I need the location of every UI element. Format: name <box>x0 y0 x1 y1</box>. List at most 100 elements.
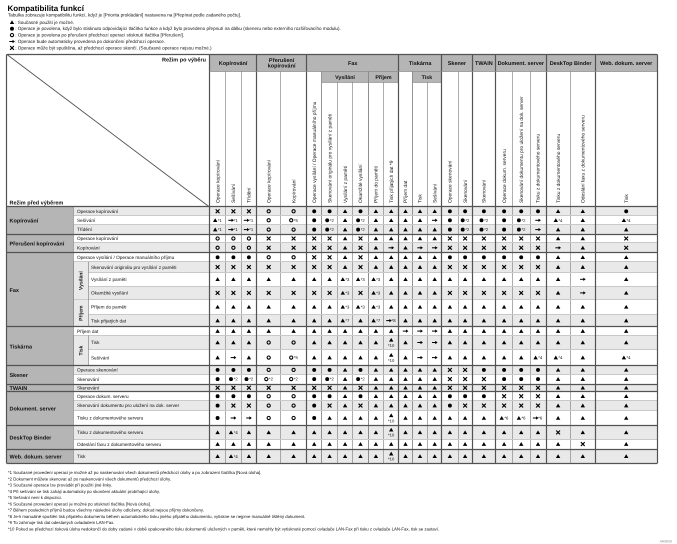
svg-text:Režim po výběru: Režim po výběru <box>162 56 206 63</box>
svg-text:Operace dokum. serveru: Operace dokum. serveru <box>502 149 508 203</box>
svg-text:*2: *2 <box>330 218 335 223</box>
svg-text:: Operace může být spuštěna, a: : Operace může být spuštěna, až předchoz… <box>15 45 212 50</box>
svg-text:Operace kopírování: Operace kopírování <box>266 159 272 203</box>
svg-text:*4: *4 <box>558 218 563 223</box>
svg-text:Kopírování: Kopírování <box>291 179 297 203</box>
svg-text:Web. dokum. server: Web. dokum. server <box>10 454 63 460</box>
svg-text:Skenování originálu pro vysílá: Skenování originálu pro vysílání z pamět… <box>91 265 176 270</box>
svg-text:*4: *4 <box>627 218 632 223</box>
svg-text:Kopírování: Kopírování <box>219 60 248 67</box>
svg-text:Skenování: Skenování <box>77 386 100 391</box>
svg-text:*2: *2 <box>361 227 366 232</box>
svg-text:Skener: Skener <box>10 373 29 379</box>
svg-text:Fax: Fax <box>348 61 358 67</box>
svg-text:*2: *2 <box>330 377 335 382</box>
svg-text:*10: *10 <box>388 358 395 363</box>
svg-text:Tisk: Tisk <box>91 340 100 345</box>
svg-text:: Současné použití je možné.: : Současné použití je možné. <box>15 20 74 25</box>
svg-text:Odeslání faxu z dokumentového: Odeslání faxu z dokumentového serveru <box>581 115 587 203</box>
svg-text:Skenování: Skenování <box>482 179 488 203</box>
svg-text:*2 Dokument můžete skenovat až: *2 Dokument můžete skenovat až po nasken… <box>8 476 171 481</box>
svg-text:*4: *4 <box>538 355 543 360</box>
svg-text:Tiskárna: Tiskárna <box>409 60 432 67</box>
svg-text:Operace skenování: Operace skenování <box>77 368 118 373</box>
svg-text:Tisk: Tisk <box>78 345 84 355</box>
svg-text:: Operace je povolena, když by: : Operace je povolena, když bylo stisknu… <box>15 26 341 31</box>
svg-text:*3: *3 <box>376 277 381 282</box>
svg-text:*6 Současné provedení operací: *6 Současné provedení operací je možné p… <box>8 501 151 506</box>
svg-text:*6: *6 <box>522 416 527 421</box>
svg-text:Skenování dokumentu pro uložen: Skenování dokumentu pro uložení na dok. … <box>519 96 525 203</box>
svg-text:*6: *6 <box>504 416 509 421</box>
svg-text:Operace kopírování: Operace kopírování <box>215 159 221 203</box>
svg-text:Web. dokum. server: Web. dokum. server <box>600 61 653 67</box>
svg-text:*3 Současné operace lze provád: *3 Současné operace lze provádět při pou… <box>8 483 112 488</box>
svg-text:*1: *1 <box>234 218 239 223</box>
svg-text:Příjem dat: Příjem dat <box>77 329 99 334</box>
svg-text:Přerušení kopírování: Přerušení kopírování <box>10 241 65 248</box>
svg-text:*4: *4 <box>234 430 239 435</box>
svg-text:*2: *2 <box>249 377 254 382</box>
svg-text:*4: *4 <box>558 355 563 360</box>
svg-text:*3: *3 <box>345 277 350 282</box>
svg-text:Sešívání: Sešívání <box>231 183 237 203</box>
svg-text:Třídění: Třídění <box>77 227 93 232</box>
svg-text:Skener: Skener <box>448 61 467 67</box>
svg-text:Příjem: Příjem <box>78 305 84 321</box>
svg-text:*9 To zahrnuje tisk dat odesla: *9 To zahrnuje tisk dat odeslaných ovlad… <box>8 520 114 525</box>
svg-text:*10 Pokud se předchozí tisková: *10 Pokud se předchozí tisková úloha ned… <box>8 526 439 531</box>
svg-text:Okamžité vysílání: Okamžité vysílání <box>91 291 129 296</box>
svg-text:*5: *5 <box>294 355 299 360</box>
svg-text:Tisk: Tisk <box>418 194 424 203</box>
svg-text:*7: *7 <box>345 318 350 323</box>
svg-text:*7: *7 <box>376 318 381 323</box>
svg-text:*10: *10 <box>388 433 395 438</box>
svg-text:Kompatibilita funkcí: Kompatibilita funkcí <box>8 4 85 13</box>
svg-text:TWAIN: TWAIN <box>475 61 493 67</box>
svg-text:Skenování: Skenování <box>463 179 469 203</box>
svg-text:*2: *2 <box>522 218 527 223</box>
svg-text:*2: *2 <box>522 227 527 232</box>
svg-text:Tisk: Tisk <box>624 194 630 203</box>
svg-text:: Operace bude automaticky pro: : Operace bude automaticky provedena po … <box>15 39 165 44</box>
svg-text:Tisku z dokumentového serveru: Tisku z dokumentového serveru <box>77 430 144 435</box>
svg-text:*3: *3 <box>361 277 366 282</box>
svg-text:*1: *1 <box>218 218 223 223</box>
svg-text:Tisk: Tisk <box>422 75 433 81</box>
svg-text:Tiskárna: Tiskárna <box>10 343 33 350</box>
svg-text:kopírování: kopírování <box>268 63 296 70</box>
svg-text:Skenování dokumentu pro uložen: Skenování dokumentu pro uložení na dok. … <box>77 403 180 408</box>
svg-text:TWAIN: TWAIN <box>10 386 28 392</box>
svg-text:*2: *2 <box>361 218 366 223</box>
svg-text:*2: *2 <box>465 218 470 223</box>
svg-text:*4 Při sešívání se tisk zahájí: *4 Při sešívání se tisk zahájí automatic… <box>8 489 160 494</box>
svg-text:Fax: Fax <box>10 288 20 294</box>
svg-text:*3: *3 <box>345 304 350 309</box>
svg-text:*8: *8 <box>392 318 397 323</box>
svg-text:Vysílání z paměti: Vysílání z paměti <box>343 166 349 203</box>
svg-text:*10: *10 <box>388 343 395 348</box>
svg-text:*3: *3 <box>345 290 350 295</box>
svg-text:DeskTop Binder: DeskTop Binder <box>10 435 53 441</box>
svg-text:*1 Současné provedení operací: *1 Současné provedení operací je možné a… <box>8 470 261 475</box>
svg-text:*2: *2 <box>234 377 239 382</box>
svg-text:Třídění: Třídění <box>247 187 253 203</box>
svg-text:Dokument. server: Dokument. server <box>498 61 545 67</box>
svg-text:*1: *1 <box>218 227 223 232</box>
svg-text:Kopírování: Kopírování <box>77 246 100 251</box>
svg-text:Sešívání: Sešívání <box>432 183 438 203</box>
svg-text:*3: *3 <box>376 304 381 309</box>
svg-text:*2: *2 <box>330 227 335 232</box>
svg-text:Sešívání: Sešívání <box>77 218 96 223</box>
svg-text:Operace vysílání / Operace man: Operace vysílání / Operace manuálního př… <box>312 101 318 203</box>
svg-text:*1: *1 <box>249 218 254 223</box>
svg-text:*2: *2 <box>269 377 274 382</box>
svg-text:Odeslání faxu z dokumentového: Odeslání faxu z dokumentového serveru <box>77 442 162 447</box>
svg-text:*1: *1 <box>249 227 254 232</box>
svg-text:*3: *3 <box>361 304 366 309</box>
svg-text:*1: *1 <box>234 227 239 232</box>
svg-text:*4: *4 <box>234 454 239 459</box>
svg-text:Tabulka zobrazuje kompatibilit: Tabulka zobrazuje kompatibilitu funkcí, … <box>8 13 241 18</box>
svg-text:*8 Je-li manuálně spuštěn tisk: *8 Je-li manuálně spuštěn tisk přijatého… <box>8 514 305 519</box>
svg-text:*5: *5 <box>294 218 299 223</box>
